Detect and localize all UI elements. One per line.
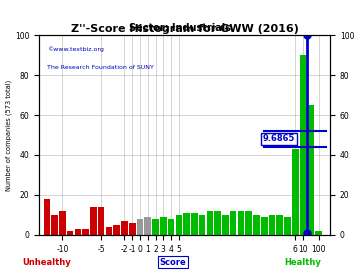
Bar	[137, 219, 143, 235]
Bar	[191, 213, 198, 235]
Bar	[113, 225, 120, 235]
Text: Score: Score	[159, 258, 186, 266]
Text: Healthy: Healthy	[284, 258, 321, 266]
Bar	[284, 217, 291, 235]
Bar	[168, 219, 174, 235]
Bar	[144, 217, 151, 235]
Bar	[315, 231, 322, 235]
Bar	[183, 213, 190, 235]
Bar	[82, 229, 89, 235]
Bar	[300, 55, 306, 235]
Text: 9.6865: 9.6865	[263, 134, 295, 143]
Bar	[90, 207, 97, 235]
Bar	[222, 215, 229, 235]
Bar	[44, 199, 50, 235]
Bar	[75, 229, 81, 235]
Bar	[269, 215, 275, 235]
Bar	[59, 211, 66, 235]
Bar	[238, 211, 244, 235]
Bar	[246, 211, 252, 235]
Y-axis label: Number of companies (573 total): Number of companies (573 total)	[5, 79, 12, 191]
Bar	[276, 215, 283, 235]
Bar	[253, 215, 260, 235]
Bar	[98, 207, 104, 235]
Bar	[199, 215, 206, 235]
Title: Z''-Score Histogram for GWW (2016): Z''-Score Histogram for GWW (2016)	[71, 24, 298, 34]
Bar	[307, 105, 314, 235]
Bar	[230, 211, 237, 235]
Bar	[129, 223, 135, 235]
Bar	[121, 221, 128, 235]
Text: Sector: Industrials: Sector: Industrials	[129, 23, 231, 33]
Bar	[160, 217, 167, 235]
Bar	[207, 211, 213, 235]
Bar	[292, 149, 298, 235]
Text: Unhealthy: Unhealthy	[22, 258, 71, 266]
Bar	[176, 215, 182, 235]
Bar	[152, 219, 159, 235]
Text: The Research Foundation of SUNY: The Research Foundation of SUNY	[47, 65, 154, 70]
Text: ©www.textbiz.org: ©www.textbiz.org	[47, 46, 104, 52]
Bar	[67, 231, 73, 235]
Bar	[105, 227, 112, 235]
Bar	[214, 211, 221, 235]
Bar	[261, 217, 267, 235]
Bar	[51, 215, 58, 235]
